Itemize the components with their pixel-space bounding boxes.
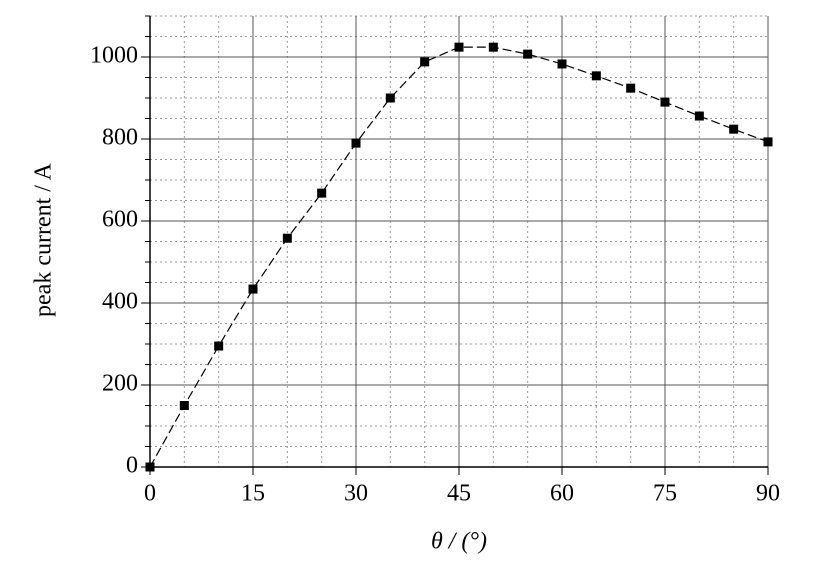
marker [248, 284, 258, 294]
marker [488, 42, 498, 52]
marker [420, 57, 430, 67]
marker [317, 188, 327, 198]
marker [351, 138, 361, 148]
marker [763, 137, 773, 147]
marker [694, 111, 704, 121]
x-tick-label: 30 [344, 481, 368, 507]
marker [214, 341, 224, 351]
x-tick-label: 15 [241, 481, 265, 507]
marker [179, 401, 189, 410]
y-tick-label: 800 [102, 125, 138, 151]
y-tick-label: 400 [102, 289, 138, 315]
marker [145, 462, 155, 472]
marker [385, 93, 395, 103]
marker [523, 49, 533, 59]
x-tick-label: 75 [653, 481, 677, 507]
marker [626, 83, 636, 93]
marker [282, 233, 292, 243]
marker [591, 71, 601, 81]
x-tick-label: 90 [756, 481, 780, 507]
y-axis-label: peak current / A [31, 162, 57, 317]
marker [557, 59, 567, 69]
x-axis-label: θ / (°) [431, 529, 487, 555]
y-tick-label: 200 [102, 371, 138, 397]
y-tick-label: 600 [102, 207, 138, 233]
x-tick-label: 45 [447, 481, 471, 507]
y-tick-label: 1000 [90, 43, 138, 69]
x-tick-label: 60 [550, 481, 574, 507]
marker [454, 42, 464, 52]
marker [660, 97, 670, 107]
marker [729, 124, 739, 134]
x-tick-label: 0 [144, 481, 156, 507]
y-tick-label: 0 [126, 453, 138, 479]
